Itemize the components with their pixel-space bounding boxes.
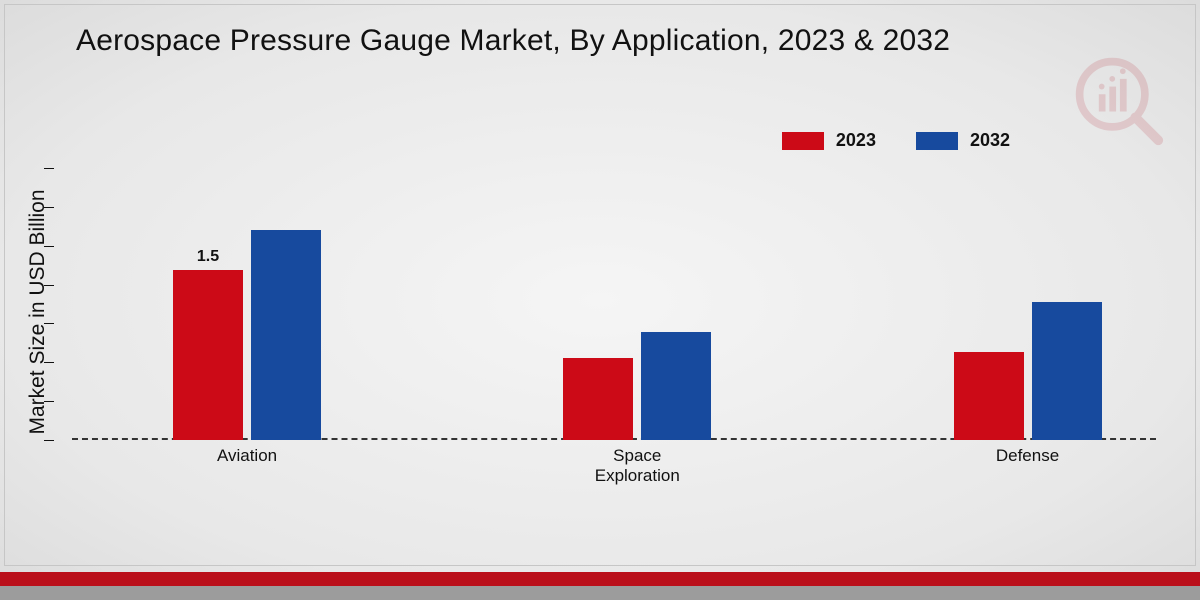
bar	[1032, 302, 1102, 440]
bar	[251, 230, 321, 440]
bar	[563, 358, 633, 440]
plot-area: 1.5	[72, 168, 1156, 440]
bar	[641, 332, 711, 440]
bar	[954, 352, 1024, 440]
legend: 2023 2032	[782, 130, 1010, 151]
chart-stage: Aerospace Pressure Gauge Market, By Appl…	[0, 0, 1200, 600]
chart-title: Aerospace Pressure Gauge Market, By Appl…	[76, 24, 950, 58]
x-category-label: Aviation	[137, 446, 357, 466]
footer-bar	[0, 570, 1200, 600]
y-tick	[44, 323, 54, 324]
y-tick	[44, 207, 54, 208]
y-axis-ticks	[44, 168, 58, 440]
x-category-label: Space Exploration	[527, 446, 747, 485]
bar-group	[918, 302, 1138, 440]
legend-swatch-2032	[916, 132, 958, 150]
legend-item-2023: 2023	[782, 130, 876, 151]
bar	[173, 270, 243, 440]
value-label: 1.5	[197, 248, 219, 266]
x-category-label: Defense	[918, 446, 1138, 466]
footer-grey	[0, 586, 1200, 600]
legend-item-2032: 2032	[916, 130, 1010, 151]
bar-group	[527, 332, 747, 440]
y-tick	[44, 285, 54, 286]
legend-label-2023: 2023	[836, 130, 876, 151]
bar-group	[137, 230, 357, 440]
legend-label-2032: 2032	[970, 130, 1010, 151]
legend-swatch-2023	[782, 132, 824, 150]
watermark-logo	[1070, 52, 1166, 148]
y-tick	[44, 246, 54, 247]
x-axis-categories: Aviation Space Exploration Defense	[72, 446, 1156, 490]
y-tick	[44, 440, 54, 441]
footer-red	[0, 572, 1200, 586]
y-axis-label-wrap: Market Size in USD Billion	[8, 0, 48, 600]
y-tick	[44, 168, 54, 169]
y-tick	[44, 362, 54, 363]
y-tick	[44, 401, 54, 402]
